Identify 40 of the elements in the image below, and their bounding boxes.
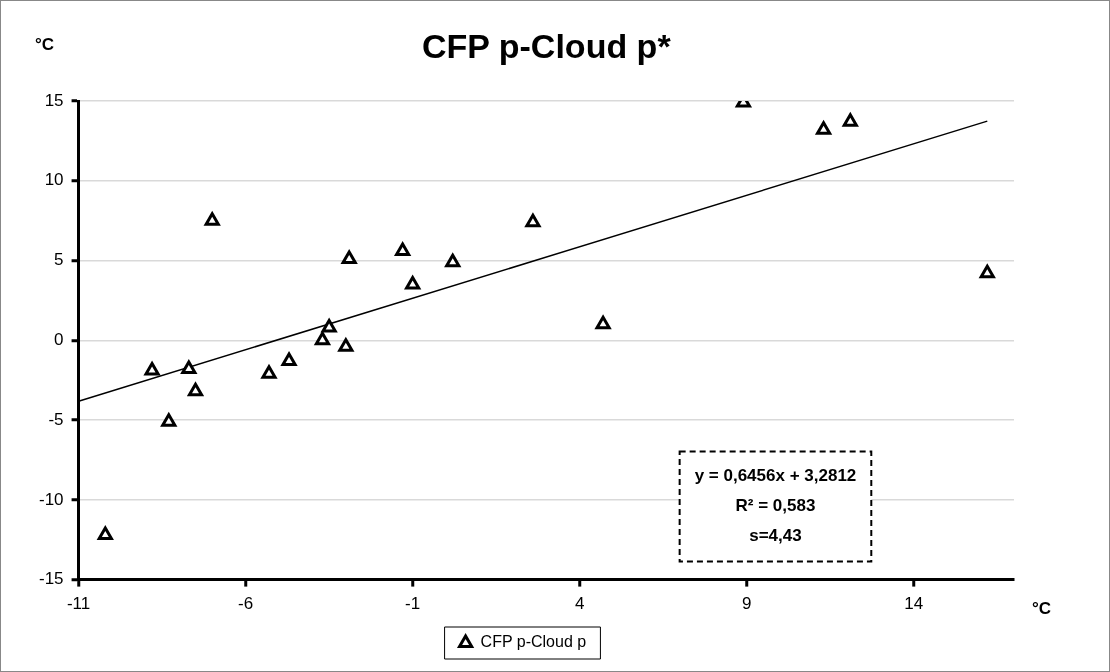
point <box>816 121 832 135</box>
y-tick-label: 0 <box>54 329 64 349</box>
point <box>842 113 858 127</box>
y-tick-label: 10 <box>44 170 64 190</box>
point <box>445 253 461 268</box>
point <box>97 526 113 540</box>
x-tick-label: -11 <box>66 594 91 614</box>
point <box>338 338 354 352</box>
y-tick-label: 15 <box>44 90 64 110</box>
point <box>979 264 995 279</box>
y-tick-label: -5 <box>48 409 64 429</box>
annotation: y = 0,6456x + 3,2812 <box>694 466 857 486</box>
chart-title: CFP p-Cloud p* <box>421 27 672 66</box>
x-tick-label: -6 <box>238 594 254 614</box>
point <box>314 331 331 346</box>
x-tick-label: 9 <box>742 594 752 614</box>
y-tick-label: -10 <box>38 489 64 509</box>
x-tick-label: -1 <box>405 594 421 614</box>
point <box>595 315 611 330</box>
point <box>204 212 220 226</box>
legend-label: CFP p-Cloud p <box>480 633 587 651</box>
point <box>341 250 357 264</box>
point <box>405 275 421 290</box>
annotation: R² = 0,583 <box>735 496 816 516</box>
y-axis-title: °C <box>35 34 55 54</box>
point <box>144 362 160 376</box>
x-axis-title: °C <box>1032 599 1052 619</box>
point <box>321 319 337 333</box>
point <box>261 365 277 379</box>
x-tick-label: 4 <box>574 594 585 614</box>
point <box>281 352 297 367</box>
point <box>181 360 197 375</box>
annotation: s=4,43 <box>749 526 802 546</box>
y-tick-label: -15 <box>38 569 64 589</box>
point <box>525 213 541 228</box>
y-tick-label: 5 <box>54 250 64 270</box>
point <box>187 382 204 397</box>
point <box>161 413 177 427</box>
point <box>395 242 411 256</box>
x-tick-label: 14 <box>904 594 924 614</box>
